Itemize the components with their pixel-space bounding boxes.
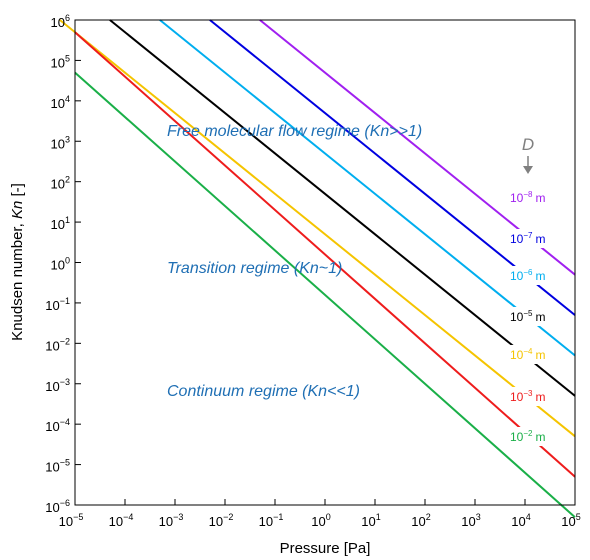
y-tick-label: 102 [51, 175, 70, 192]
x-tick-label: 10−1 [259, 512, 284, 529]
y-tick-label: 106 [51, 13, 70, 30]
series-line-4 [60, 20, 575, 436]
legend-header-label: D [522, 135, 534, 154]
x-tick-label: 104 [511, 512, 530, 529]
y-axis-title-suffix: [-] [9, 183, 26, 201]
y-axis-title-prefix: Knudsen number, [9, 219, 26, 341]
x-tick-label: 102 [411, 512, 430, 529]
x-tick-label: 10−4 [109, 512, 134, 529]
y-tick-label: 10−3 [45, 377, 70, 394]
y-tick-label: 103 [51, 134, 70, 151]
x-tick-label: 101 [361, 512, 380, 529]
legend-header-arrowhead-icon [523, 166, 533, 174]
x-tick-label: 10−5 [59, 512, 84, 529]
y-tick-label: 10−2 [45, 336, 70, 353]
y-tick-label: 10−6 [45, 498, 70, 515]
region-annotation-0: Free molecular flow regime (Kn>>1) [167, 123, 422, 140]
x-tick-label: 10−3 [159, 512, 184, 529]
y-tick-label: 100 [51, 256, 70, 273]
y-tick-label: 10−4 [45, 417, 70, 434]
y-axis-title-symbol: Kn [9, 201, 26, 219]
legend-header: D [522, 135, 534, 174]
series-line-2 [160, 20, 575, 356]
x-tick-label: 10−2 [209, 512, 234, 529]
annotations-layer: Free molecular flow regime (Kn>>1) Transi… [167, 123, 422, 400]
x-tick-label: 100 [311, 512, 330, 529]
series-line-3 [110, 20, 575, 396]
x-tick-label: 103 [461, 512, 480, 529]
y-tick-label: 10−1 [45, 296, 70, 313]
y-tick-label: 10−5 [45, 458, 70, 475]
x-tick-label: 105 [561, 512, 580, 529]
y-tick-label: 101 [51, 215, 70, 232]
labels-layer: 10−8 m10−7 m10−6 m10−5 m10−4 m10−3 m10−2 m [506, 188, 556, 446]
region-annotation-1: Transition regime (Kn~1) [167, 260, 342, 277]
y-tick-label: 105 [51, 53, 70, 70]
x-axis-title: Pressure [Pa] [280, 540, 371, 557]
region-annotation-2: Continuum regime (Kn<<1) [167, 383, 360, 400]
y-tick-label: 104 [51, 94, 70, 111]
y-axis-title: Knudsen number, Kn [-] [9, 183, 26, 341]
